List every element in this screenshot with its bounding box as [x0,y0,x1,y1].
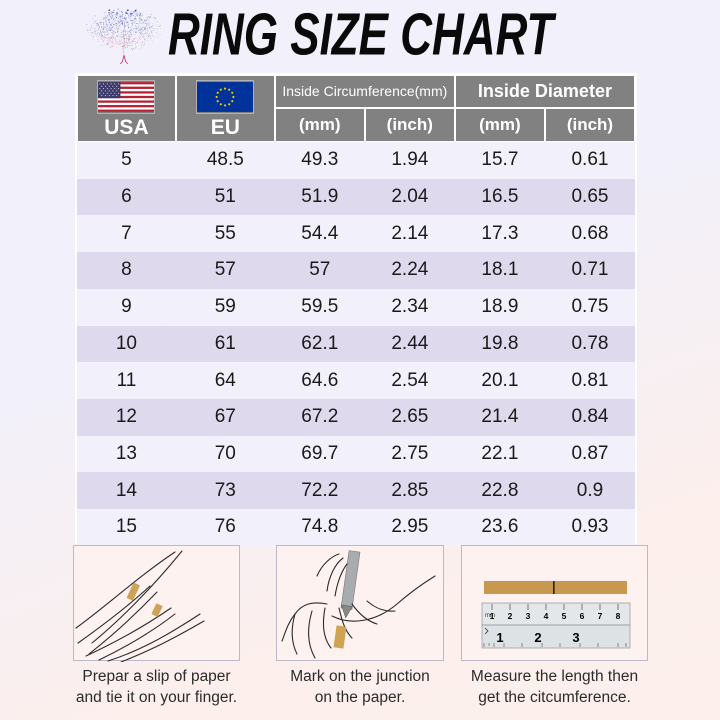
svg-text:3: 3 [572,630,579,645]
svg-text:5: 5 [562,611,567,621]
svg-text:6: 6 [580,611,585,621]
svg-text:2: 2 [508,611,513,621]
svg-text:1: 1 [490,611,495,621]
svg-text:1: 1 [496,630,503,645]
svg-text:7: 7 [598,611,603,621]
svg-text:3: 3 [526,611,531,621]
svg-text:8: 8 [616,611,621,621]
svg-text:4: 4 [544,611,549,621]
svg-text:2: 2 [534,630,541,645]
